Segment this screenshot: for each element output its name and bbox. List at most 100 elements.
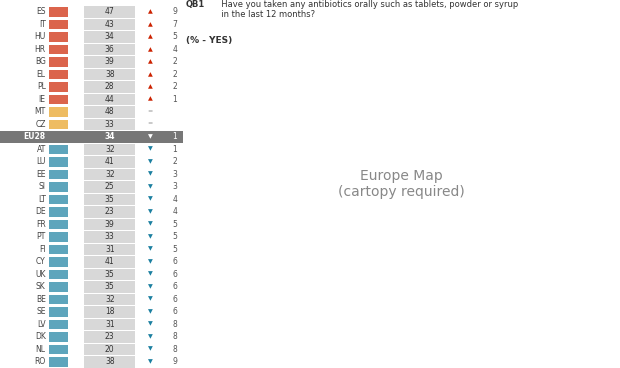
Text: 31: 31	[105, 320, 115, 329]
Text: LV: LV	[37, 320, 46, 329]
Text: ▼: ▼	[148, 134, 153, 139]
Text: ▲: ▲	[148, 59, 153, 64]
Text: ▼: ▼	[148, 322, 153, 327]
Text: DK: DK	[35, 332, 46, 341]
Text: 25: 25	[105, 182, 115, 191]
Bar	[50, 307, 68, 316]
Text: 4: 4	[172, 45, 177, 54]
Text: ▼: ▼	[148, 172, 153, 177]
Text: CY: CY	[36, 257, 46, 266]
Text: 20: 20	[105, 345, 115, 354]
Bar	[84, 6, 135, 18]
Text: 2: 2	[172, 57, 177, 66]
Text: IE: IE	[38, 95, 46, 104]
Text: ▲: ▲	[148, 34, 153, 39]
Text: EU28: EU28	[24, 132, 46, 141]
Text: ▲: ▲	[148, 22, 153, 27]
Text: ▼: ▼	[148, 222, 153, 227]
Bar	[84, 331, 135, 343]
Text: 48: 48	[105, 107, 115, 116]
Bar	[50, 344, 68, 354]
Bar	[84, 306, 135, 318]
Bar	[50, 195, 68, 204]
Text: 43: 43	[105, 20, 115, 29]
Text: 6: 6	[172, 295, 177, 304]
Bar	[50, 107, 68, 117]
Text: 9: 9	[172, 7, 177, 16]
Bar	[50, 207, 68, 216]
Text: 6: 6	[172, 270, 177, 279]
Bar	[0, 131, 183, 143]
Text: 41: 41	[105, 157, 115, 166]
Bar	[84, 156, 135, 167]
Text: ▼: ▼	[148, 259, 153, 264]
Bar	[84, 294, 135, 305]
Text: ▲: ▲	[148, 97, 153, 102]
Bar	[50, 319, 68, 329]
Bar	[50, 70, 68, 79]
Text: EL: EL	[37, 70, 46, 79]
Text: ▼: ▼	[148, 272, 153, 277]
Text: QB1: QB1	[186, 0, 205, 9]
Text: 1: 1	[172, 132, 177, 141]
Bar	[84, 281, 135, 293]
Text: 23: 23	[105, 207, 115, 216]
Bar	[50, 332, 68, 342]
Text: ▼: ▼	[148, 197, 153, 202]
Text: 34: 34	[105, 132, 115, 141]
Text: 38: 38	[105, 70, 115, 79]
Bar	[50, 32, 68, 42]
Text: Europe Map
(cartopy required): Europe Map (cartopy required)	[338, 169, 465, 199]
Text: CZ: CZ	[35, 120, 46, 129]
Text: 1: 1	[172, 95, 177, 104]
Text: ▼: ▼	[148, 247, 153, 252]
Bar	[84, 356, 135, 368]
Bar	[50, 45, 68, 54]
Text: ▼: ▼	[148, 159, 153, 164]
Text: BG: BG	[35, 57, 46, 66]
Text: LU: LU	[37, 157, 46, 166]
Text: ▼: ▼	[148, 347, 153, 352]
Text: LT: LT	[38, 195, 46, 204]
Text: ▼: ▼	[148, 147, 153, 152]
Text: ▼: ▼	[148, 359, 153, 364]
Text: 3: 3	[172, 182, 177, 191]
Bar	[84, 169, 135, 180]
Bar	[84, 93, 135, 105]
Text: 31: 31	[105, 245, 115, 254]
Text: 23: 23	[105, 332, 115, 341]
Text: 39: 39	[105, 57, 115, 66]
Bar	[50, 120, 68, 129]
Bar	[50, 244, 68, 254]
Bar	[84, 81, 135, 92]
Text: ES: ES	[36, 7, 46, 16]
Bar	[50, 232, 68, 241]
Text: NL: NL	[36, 345, 46, 354]
Text: 5: 5	[172, 245, 177, 254]
Text: 28: 28	[105, 82, 115, 91]
Text: 47: 47	[105, 7, 115, 16]
Text: 8: 8	[172, 345, 177, 354]
Text: 32: 32	[105, 295, 115, 304]
Bar	[84, 206, 135, 217]
Text: RO: RO	[35, 357, 46, 366]
Text: 2: 2	[172, 157, 177, 166]
Text: 3: 3	[172, 170, 177, 179]
Bar	[50, 357, 68, 367]
Text: 5: 5	[172, 220, 177, 229]
Bar	[50, 157, 68, 166]
Bar	[84, 43, 135, 55]
Text: (% - YES): (% - YES)	[186, 36, 232, 45]
Text: BE: BE	[36, 295, 46, 304]
Bar	[84, 68, 135, 80]
Bar	[84, 244, 135, 255]
Text: 2: 2	[172, 82, 177, 91]
Bar	[50, 20, 68, 29]
Text: PL: PL	[37, 82, 46, 91]
Text: 7: 7	[172, 20, 177, 29]
Bar	[84, 219, 135, 230]
Text: ▼: ▼	[148, 297, 153, 302]
Text: UK: UK	[35, 270, 46, 279]
Bar	[84, 56, 135, 67]
Bar	[84, 118, 135, 130]
